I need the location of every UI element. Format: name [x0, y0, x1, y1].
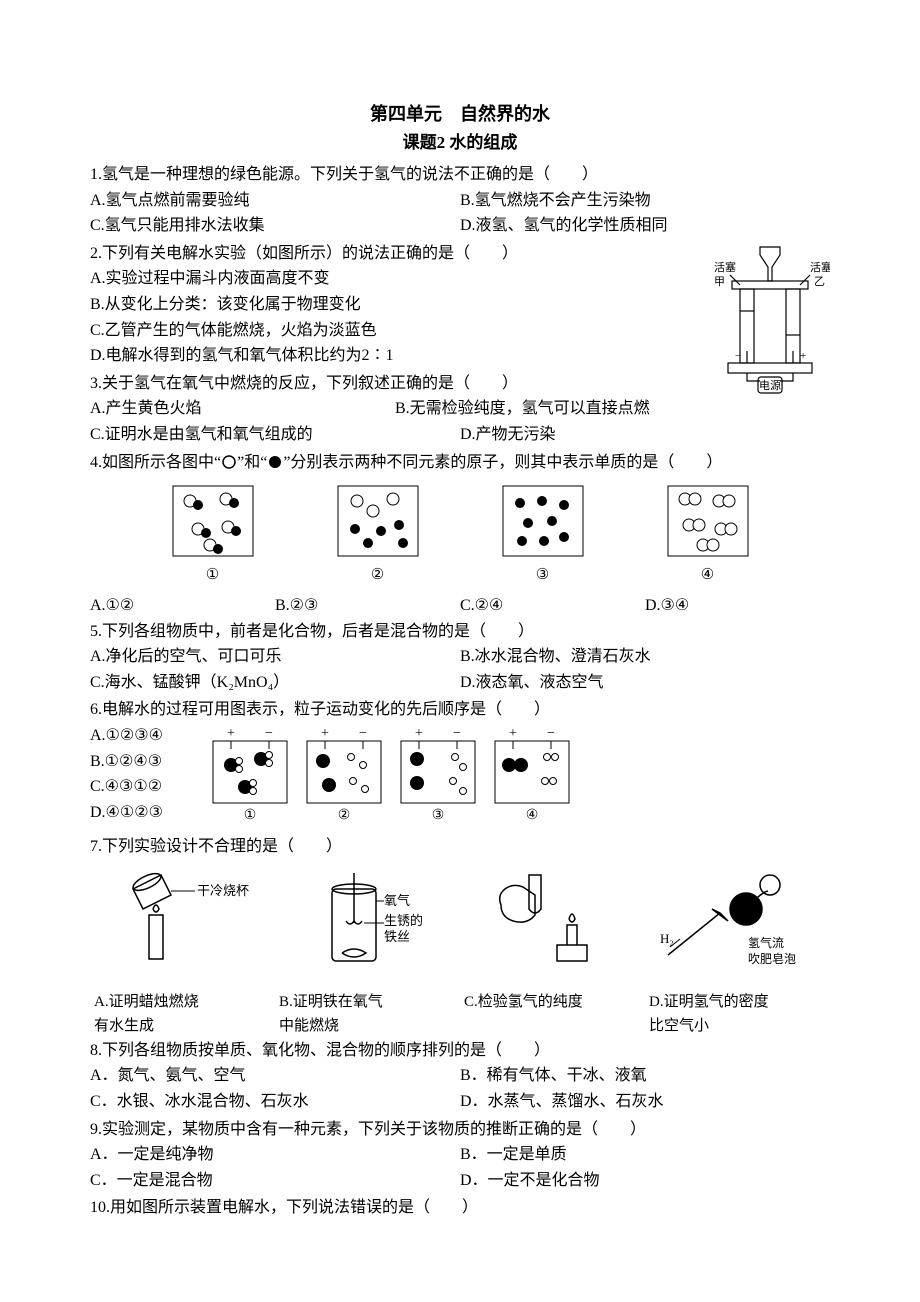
q4-diagrams: ① ② ③ ④	[130, 481, 790, 587]
q5-opt-c: C.海水、锰酸钾（K₂MnO₄）	[90, 670, 460, 696]
question-8: 8.下列各组物质按单质、氧化物、混合物的顺序排列的是（ ） A．氮气、氨气、空气…	[90, 1038, 830, 1115]
q7-diagrams: 干冷烧杯 氧气 生锈的 铁丝	[90, 865, 830, 984]
question-10: 10.用如图所示装置电解水，下列说法错误的是（ ）	[90, 1195, 830, 1221]
svg-text:④: ④	[526, 808, 539, 823]
q9-opt-d: D．一定不是化合物	[460, 1168, 830, 1194]
q1-stem: 1.氢气是一种理想的绿色能源。下列关于氢气的说法不正确的是（ ）	[90, 162, 830, 188]
q7-cap-b2: 中能燃烧	[279, 1018, 339, 1034]
q4-box-4	[663, 481, 753, 561]
q5-stem: 5.下列各组物质中，前者是化合物，后者是混合物的是（ ）	[90, 619, 830, 645]
q8-opt-d: D．水蒸气、蒸馏水、石灰水	[460, 1089, 830, 1115]
q4-label-2: ②	[333, 563, 423, 587]
label-stopper-left: 活塞	[714, 260, 736, 274]
question-5: 5.下列各组物质中，前者是化合物，后者是混合物的是（ ） A.净化后的空气、可口…	[90, 619, 830, 696]
svg-text:+: +	[509, 726, 517, 741]
q4-box-1	[168, 481, 258, 561]
q9-opt-b: B．一定是单质	[460, 1142, 830, 1168]
q8-opt-a: A．氮气、氨气、空气	[90, 1063, 460, 1089]
svg-text:铁丝: 铁丝	[384, 929, 410, 944]
q8-opt-b: B．稀有气体、干冰、液氧	[460, 1063, 830, 1089]
q7-cap-b1: B.证明铁在氧气	[279, 994, 383, 1010]
q6-opt-c: C.④③①②	[90, 774, 163, 800]
q5-opt-d: D.液态氧、液态空气	[460, 670, 830, 696]
q7-fig-d: H₂ 氢气流 吹肥皂泡	[658, 865, 818, 975]
q1-opt-b: B.氢气燃烧不会产生污染物	[460, 188, 830, 214]
q4-options: A.①② B.②③ C.②④ D.③④	[90, 593, 830, 619]
question-7: 7.下列实验设计不合理的是（ ）	[90, 834, 830, 860]
svg-text:吹肥皂泡: 吹肥皂泡	[748, 952, 796, 966]
q7-stem: 7.下列实验设计不合理的是（ ）	[90, 834, 830, 860]
label-jia: 甲	[714, 276, 725, 288]
electrolysis-apparatus: 活塞 甲 活塞 乙 − + 电源	[710, 241, 830, 410]
q7-captions: A.证明蜡烛燃烧 B.证明铁在氧气 C.检验氢气的纯度 D.证明氢气的密度	[90, 990, 830, 1014]
svg-text:−: −	[453, 726, 461, 741]
q6-stem: 6.电解水的过程可用图表示，粒子运动变化的先后顺序是（ ）	[90, 697, 830, 723]
q7-fig-a: 干冷烧杯	[113, 865, 253, 975]
svg-text:−: −	[547, 726, 555, 741]
q6-opt-a: A.①②③④	[90, 723, 163, 749]
q1-opt-a: A.氢气点燃前需要验纯	[90, 188, 460, 214]
q8-opt-c: C．水银、冰水混合物、石灰水	[90, 1089, 460, 1115]
q4-opt-c: C.②④	[460, 593, 645, 619]
q4-opt-d: D.③④	[645, 593, 830, 619]
label-stopper-right: 活塞	[810, 260, 830, 274]
q1-opt-c: C.氢气只能用排水法收集	[90, 213, 460, 239]
q7-cap-a1: A.证明蜡烛燃烧	[94, 994, 199, 1010]
question-6: 6.电解水的过程可用图表示，粒子运动变化的先后顺序是（ ） A.①②③④ B.①…	[90, 697, 830, 831]
svg-text:氧气: 氧气	[384, 893, 410, 908]
svg-text:H₂: H₂	[660, 931, 674, 946]
q3-opt-d: D.产物无污染	[460, 422, 830, 448]
q7-cap-d1: D.证明氢气的密度	[649, 994, 769, 1010]
q8-stem: 8.下列各组物质按单质、氧化物、混合物的顺序排列的是（ ）	[90, 1038, 830, 1064]
q6-opt-b: B.①②④③	[90, 749, 163, 775]
q4-label-1: ①	[168, 563, 258, 587]
q4-box-2	[333, 481, 423, 561]
label-yi: 乙	[814, 275, 825, 288]
q4-box-3	[498, 481, 588, 561]
q7-cap-d2: 比空气小	[649, 1018, 709, 1034]
q3-opt-b: B.无需检验纯度，氢气可以直接点燃	[395, 396, 700, 422]
q4-opt-a: A.①②	[90, 593, 275, 619]
q7-fig-b: 氧气 生锈的 铁丝	[298, 865, 438, 975]
svg-text:氢气流: 氢气流	[748, 935, 784, 950]
q7-cap-a2: 有水生成	[94, 1018, 154, 1034]
svg-text:+: +	[321, 726, 329, 741]
q3-opt-c: C.证明水是由氢气和氧气组成的	[90, 422, 460, 448]
svg-text:−: −	[359, 726, 367, 741]
q7-fig-c	[483, 865, 623, 975]
lesson-title: 课题2 水的组成	[90, 129, 830, 156]
svg-text:−: −	[735, 350, 741, 362]
svg-text:生锈的: 生锈的	[384, 913, 423, 928]
q9-stem: 9.实验测定，某物质中含有一种元素，下列关于该物质的推断正确的是（ ）	[90, 1117, 830, 1143]
q9-opt-a: A．一定是纯净物	[90, 1142, 460, 1168]
label-power: 电源	[759, 378, 781, 392]
q4-stem: 4.如图所示各图中“”和“”分别表示两种不同元素的原子，则其中表示单质的是（ ）	[90, 450, 830, 476]
question-1: 1.氢气是一种理想的绿色能源。下列关于氢气的说法不正确的是（ ） A.氢气点燃前…	[90, 162, 830, 239]
svg-text:−: −	[265, 726, 273, 741]
q4-label-3: ③	[498, 563, 588, 587]
question-4: 4.如图所示各图中“”和“”分别表示两种不同元素的原子，则其中表示单质的是（ ）	[90, 450, 830, 476]
q5-opt-b: B.冰水混合物、澄清石灰水	[460, 644, 830, 670]
svg-text:+: +	[415, 726, 423, 741]
svg-text:③: ③	[432, 808, 445, 823]
svg-text:+: +	[227, 726, 235, 741]
svg-text:干冷烧杯: 干冷烧杯	[197, 883, 249, 898]
svg-text:+: +	[800, 350, 806, 362]
q4-label-4: ④	[663, 563, 753, 587]
q5-opt-a: A.净化后的空气、可口可乐	[90, 644, 460, 670]
q10-stem: 10.用如图所示装置电解水，下列说法错误的是（ ）	[90, 1195, 830, 1221]
q3-opt-a: A.产生黄色火焰	[90, 396, 395, 422]
q9-opt-c: C．一定是混合物	[90, 1168, 460, 1194]
q6-diagram: + − + − + − + −	[203, 723, 583, 823]
unit-title: 第四单元 自然界的水	[90, 100, 830, 129]
svg-text:①: ①	[244, 808, 257, 823]
question-9: 9.实验测定，某物质中含有一种元素，下列关于该物质的推断正确的是（ ） A．一定…	[90, 1117, 830, 1194]
q4-opt-b: B.②③	[275, 593, 460, 619]
q1-opt-d: D.液氢、氢气的化学性质相同	[460, 213, 830, 239]
svg-text:②: ②	[338, 808, 351, 823]
q7-cap-c1: C.检验氢气的纯度	[464, 994, 583, 1010]
q6-opt-d: D.④①②③	[90, 800, 163, 826]
